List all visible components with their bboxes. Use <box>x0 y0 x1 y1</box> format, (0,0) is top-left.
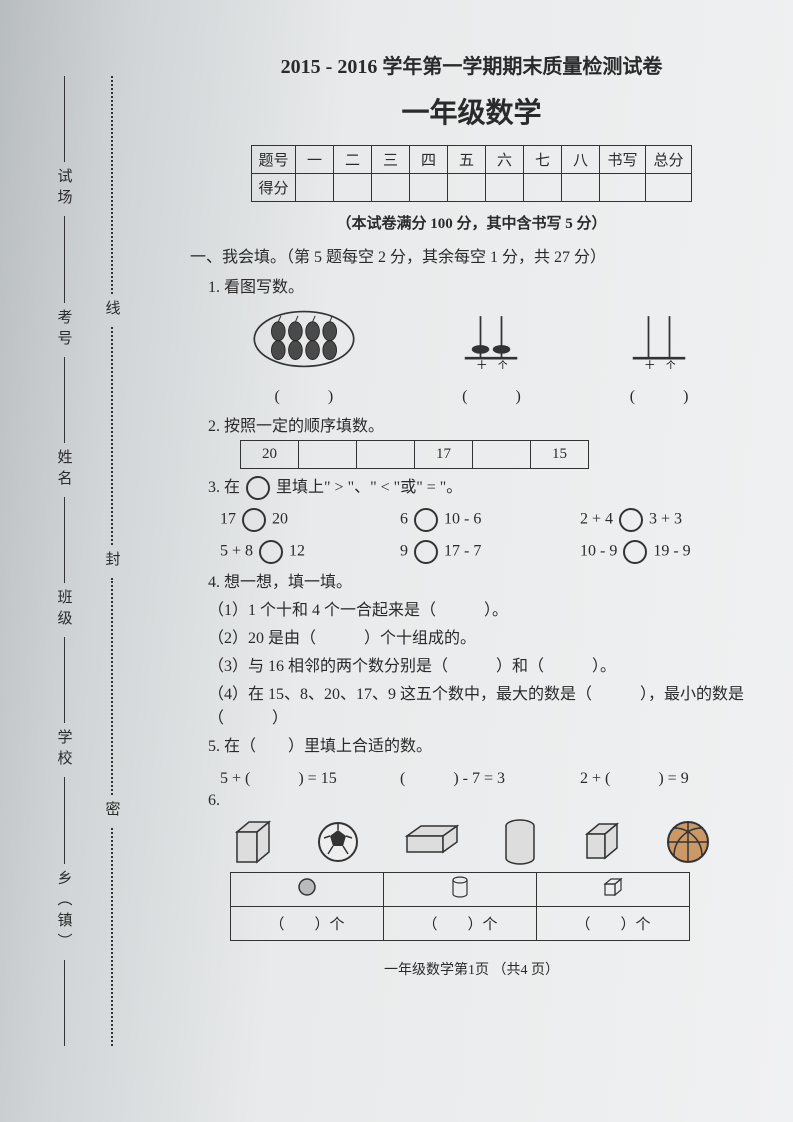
binding-label: 乡（镇） <box>54 870 75 954</box>
exam-note: （本试卷满分 100 分，其中含书写 5 分） <box>190 212 753 233</box>
q3-row2: 5 + 8 12 9 17 - 7 10 - 9 19 - 9 <box>220 540 753 564</box>
count-cell: （ ）个 <box>231 907 384 941</box>
compare-right: 20 <box>272 511 288 528</box>
q1-label: 1. 看图写数。 <box>208 273 753 297</box>
q3-prefix: 3. 在 <box>208 479 240 496</box>
count-table: （ ）个 （ ）个 （ ）个 <box>230 872 690 941</box>
binding-label: 试场 <box>54 168 75 210</box>
answer-blank: ( ) <box>456 382 526 406</box>
sequence-cell: 20 <box>241 441 299 469</box>
cuboid-icon <box>231 818 275 866</box>
section-heading: 一、我会填。（第 5 题每空 2 分，其余每空 1 分，共 27 分） <box>190 243 753 267</box>
compare-circle <box>242 508 266 532</box>
page-footer: 一年级数学第1页 （共4 页） <box>190 959 753 979</box>
q4-label: 4. 想一想，填一填。 <box>208 568 753 592</box>
binding-inner-col: 线 封 密 <box>88 70 136 1052</box>
q4-item: （4）在 15、8、20、17、9 这五个数中，最大的数是（ ），最小的数是（ … <box>208 680 753 728</box>
score-header-cell: 三 <box>372 146 410 174</box>
score-blank-cell <box>524 174 562 202</box>
abacus-figure: 十 个 ( ) <box>456 307 526 406</box>
score-blank-cell <box>448 174 486 202</box>
score-blank-cell <box>372 174 410 202</box>
q5-expr: 5 + ( ) = 15 <box>220 764 350 788</box>
cylinder-icon <box>502 818 538 866</box>
compare-left: 17 <box>220 511 236 528</box>
sequence-cell <box>473 441 531 469</box>
q4-item: （2）20 是由（ ）个十组成的。 <box>208 624 753 648</box>
score-blank-cell <box>646 174 692 202</box>
binding-outer-col: 试场 考号 姓名 班级 学校 乡（镇） <box>40 70 88 1052</box>
svg-text:十: 十 <box>645 360 655 369</box>
q5-label: 5. 在（ ）里填上合适的数。 <box>208 732 753 756</box>
q5-expr: 2 + ( ) = 9 <box>580 764 710 788</box>
answer-blank: ( ) <box>624 382 694 406</box>
score-header-cell: 六 <box>486 146 524 174</box>
seal-label: 封 <box>102 551 123 572</box>
exam-title: 2015 - 2016 学年第一学期期末质量检测试卷 <box>190 50 753 79</box>
q6-shapes <box>210 818 733 866</box>
q1-figures: ( ) 十 个 ( ) 十 <box>200 307 743 406</box>
score-header-cell: 五 <box>448 146 486 174</box>
svg-text:个: 个 <box>666 361 676 369</box>
soccer-ball-icon <box>316 820 360 864</box>
sequence-cell: 15 <box>531 441 589 469</box>
binding-label: 班级 <box>54 589 75 631</box>
score-blank-cell <box>486 174 524 202</box>
sphere-small-icon <box>297 877 317 897</box>
score-header-cell: 二 <box>334 146 372 174</box>
binding-label: 考号 <box>54 309 75 351</box>
q5-row: 5 + ( ) = 15 ( ) - 7 = 3 2 + ( ) = 9 <box>220 764 753 788</box>
score-blank-cell <box>296 174 334 202</box>
score-label-cell: 得分 <box>252 174 296 202</box>
q3-label: 3. 在 里填上" > "、" < "或" = "。 <box>208 473 753 500</box>
score-header-cell: 七 <box>524 146 562 174</box>
binding-label: 姓名 <box>54 449 75 491</box>
binding-margin: 试场 考号 姓名 班级 学校 乡（镇） 线 封 密 <box>40 70 140 1052</box>
q6: 6. <box>208 792 753 810</box>
q3-suffix: 里填上" > "、" < "或" = "。 <box>276 479 462 496</box>
q5-expr: ( ) - 7 = 3 <box>400 764 530 788</box>
score-header-cell: 题号 <box>252 146 296 174</box>
count-cell: （ ）个 <box>384 907 537 941</box>
score-blank-cell <box>600 174 646 202</box>
q3-row1: 17 20 6 10 - 6 2 + 4 3 + 3 <box>220 508 753 532</box>
abacus-label: 十 <box>477 360 487 369</box>
svg-text:个: 个 <box>498 361 508 369</box>
score-blank-cell <box>562 174 600 202</box>
grapes-figure: ( ) <box>249 309 359 406</box>
answer-blank: ( ) <box>249 382 359 406</box>
score-header-cell: 书写 <box>600 146 646 174</box>
flat-cuboid-icon <box>401 822 461 862</box>
basketball-icon <box>664 818 712 866</box>
q4-item: （1）1 个十和 4 个一合起来是（ ）。 <box>208 596 753 620</box>
binding-line <box>64 76 65 162</box>
sequence-cell: 17 <box>415 441 473 469</box>
exam-content: 2015 - 2016 学年第一学期期末质量检测试卷 一年级数学 题号一二三四五… <box>190 50 753 979</box>
binding-label: 学校 <box>54 729 75 771</box>
exam-subtitle: 一年级数学 <box>190 91 753 131</box>
sequence-cell <box>357 441 415 469</box>
score-header-cell: 八 <box>562 146 600 174</box>
seal-line <box>111 76 113 294</box>
q2-label: 2. 按照一定的顺序填数。 <box>208 412 753 436</box>
score-header-cell: 总分 <box>646 146 692 174</box>
cylinder-small-icon <box>450 875 470 899</box>
seal-label: 线 <box>102 300 123 321</box>
score-table: 题号一二三四五六七八书写总分 得分 <box>251 145 692 202</box>
abacus-figure: 十 个 ( ) <box>624 307 694 406</box>
sequence-cell <box>299 441 357 469</box>
cube-icon <box>579 820 623 864</box>
count-cell: （ ）个 <box>537 907 690 941</box>
score-blank-cell <box>410 174 448 202</box>
circle-icon <box>246 476 270 500</box>
seal-label: 密 <box>102 801 123 822</box>
sequence-table: 20 17 15 <box>240 440 589 469</box>
score-header-cell: 四 <box>410 146 448 174</box>
q4-item: （3）与 16 相邻的两个数分别是（ ）和（ ）。 <box>208 652 753 676</box>
score-blank-cell <box>334 174 372 202</box>
cube-small-icon <box>601 876 625 898</box>
q6-label: 6. <box>208 792 220 810</box>
score-header-cell: 一 <box>296 146 334 174</box>
